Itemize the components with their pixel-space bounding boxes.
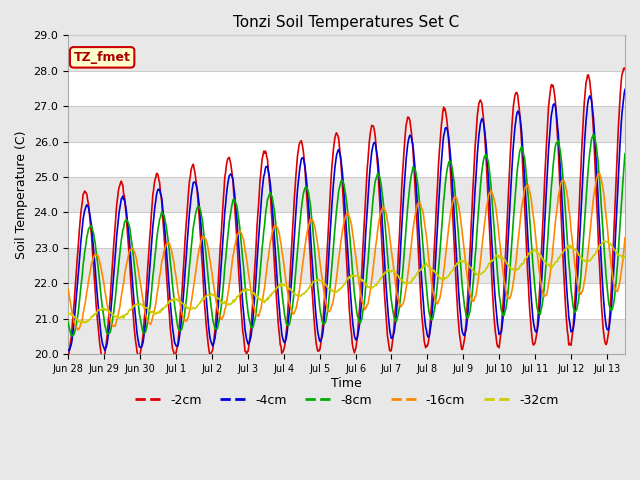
- -16cm: [324, 307, 332, 312]
- -8cm: [67, 329, 74, 335]
- -2cm: [143, 279, 150, 285]
- -8cm: [303, 184, 310, 190]
- -16cm: [143, 316, 150, 322]
- -2cm: [478, 101, 486, 107]
- Text: TZ_fmet: TZ_fmet: [74, 51, 131, 64]
- Y-axis label: Soil Temperature (C): Soil Temperature (C): [15, 131, 28, 259]
- -2cm: [324, 243, 332, 249]
- Bar: [68, 36, 625, 71]
- -32cm: [79, 320, 86, 326]
- -32cm: [324, 285, 332, 290]
- -16cm: [67, 299, 74, 305]
- -16cm: [596, 170, 604, 176]
- -16cm: [465, 282, 472, 288]
- -4cm: [621, 86, 629, 92]
- -4cm: [64, 347, 72, 352]
- -4cm: [65, 348, 73, 354]
- -8cm: [324, 309, 332, 315]
- -32cm: [64, 311, 72, 316]
- Line: -4cm: -4cm: [68, 89, 625, 351]
- -8cm: [64, 319, 72, 324]
- -8cm: [621, 151, 629, 156]
- -32cm: [143, 305, 150, 311]
- -2cm: [465, 282, 472, 288]
- -32cm: [67, 311, 74, 316]
- -8cm: [143, 324, 150, 330]
- -8cm: [68, 333, 76, 339]
- -16cm: [303, 233, 310, 239]
- -32cm: [465, 263, 472, 268]
- Line: -16cm: -16cm: [68, 173, 625, 330]
- -32cm: [621, 253, 629, 259]
- -2cm: [136, 354, 143, 360]
- Bar: [68, 248, 625, 283]
- Line: -8cm: -8cm: [68, 134, 625, 336]
- -4cm: [67, 342, 75, 348]
- -4cm: [465, 304, 472, 310]
- Line: -2cm: -2cm: [68, 68, 625, 357]
- -16cm: [74, 327, 82, 333]
- -4cm: [303, 177, 310, 182]
- -16cm: [478, 244, 486, 250]
- -8cm: [478, 168, 486, 174]
- -2cm: [303, 188, 310, 194]
- X-axis label: Time: Time: [332, 377, 362, 390]
- -32cm: [600, 238, 608, 244]
- -4cm: [478, 116, 486, 121]
- Bar: [68, 177, 625, 213]
- Legend: -2cm, -4cm, -8cm, -16cm, -32cm: -2cm, -4cm, -8cm, -16cm, -32cm: [130, 389, 563, 412]
- Bar: [68, 319, 625, 354]
- Title: Tonzi Soil Temperatures Set C: Tonzi Soil Temperatures Set C: [234, 15, 460, 30]
- -2cm: [64, 353, 72, 359]
- -2cm: [620, 65, 628, 71]
- -16cm: [64, 286, 72, 292]
- -32cm: [303, 288, 310, 294]
- Line: -32cm: -32cm: [68, 241, 625, 323]
- Bar: [68, 106, 625, 142]
- -8cm: [465, 314, 472, 320]
- -4cm: [324, 275, 332, 281]
- -16cm: [621, 235, 629, 240]
- -2cm: [67, 340, 74, 346]
- -4cm: [143, 304, 150, 310]
- -32cm: [478, 270, 486, 276]
- -8cm: [589, 132, 597, 137]
- -2cm: [621, 66, 629, 72]
